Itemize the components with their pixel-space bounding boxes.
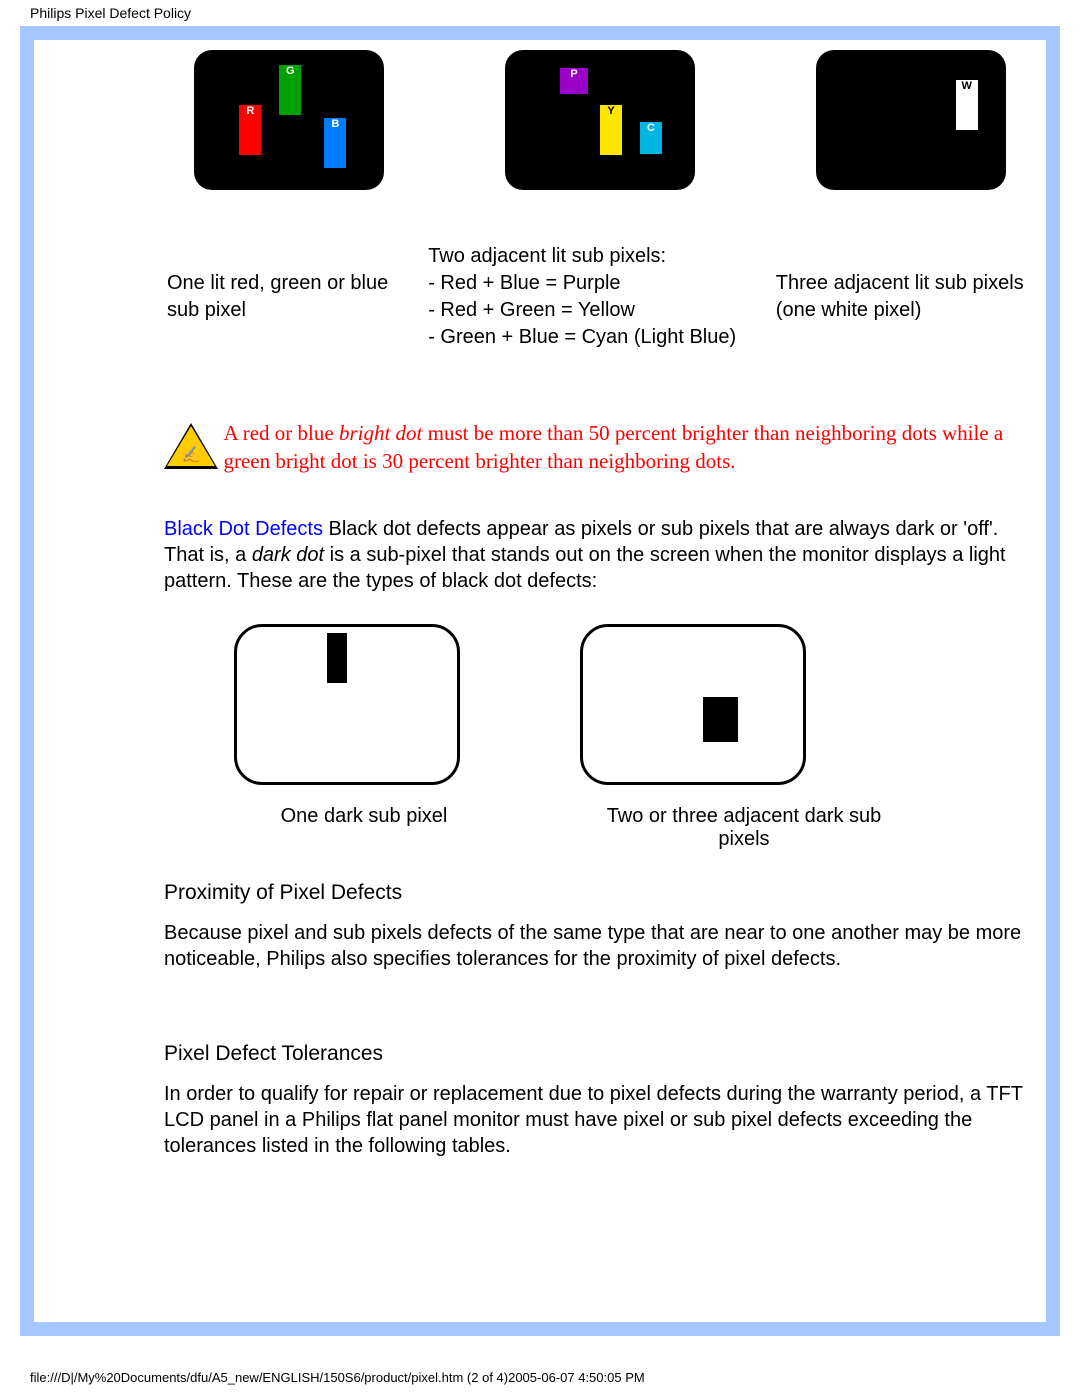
pixel-blue: B (324, 118, 346, 168)
pixel-purple: P (560, 68, 588, 94)
section-tolerances-title: Pixel Defect Tolerances (164, 1042, 1036, 1066)
diagram-white: W (785, 50, 1036, 190)
caption-one-dark: One dark sub pixel (254, 805, 474, 851)
diagram-pyc: P Y C (475, 50, 726, 190)
note-text: A red or blue bright dot must be more th… (223, 419, 1036, 476)
dark-dot-diagrams (234, 624, 1036, 785)
caption-three-adjacent: Three adjacent lit sub pixels (one white… (775, 242, 1034, 352)
caption-two-line2: - Red + Green = Yellow (428, 299, 635, 321)
pixel-cyan: C (640, 122, 662, 154)
warning-icon: ✍ (164, 423, 198, 471)
page-footer: file:///D|/My%20Documents/dfu/A5_new/ENG… (30, 1370, 645, 1385)
note-italic: bright dot (339, 421, 422, 445)
section-proximity-body: Because pixel and sub pixels defects of … (164, 920, 1036, 972)
pixel-green: G (279, 65, 301, 115)
caption-single-subpixel: One lit red, green or blue sub pixel (166, 242, 425, 352)
note-part1: A red or blue (223, 421, 338, 445)
caption-two-adjacent: Two adjacent lit sub pixels: - Red + Blu… (427, 242, 773, 352)
black-dot-italic: dark dot (252, 544, 324, 566)
diagram-one-dark (234, 624, 460, 785)
pixel-yellow: Y (600, 105, 622, 155)
bright-dot-note: ✍ A red or blue bright dot must be more … (164, 419, 1036, 476)
diagram-multi-dark (580, 624, 806, 785)
page-header: Philips Pixel Defect Policy (0, 0, 1080, 26)
section-proximity-title: Proximity of Pixel Defects (164, 881, 1036, 905)
black-dot-lead: Black Dot Defects (164, 518, 323, 540)
content-area: R G B P Y C W One lit red, gr (34, 40, 1046, 1322)
content-frame: R G B P Y C W One lit red, gr (20, 26, 1060, 1336)
caption-two-line3: - Green + Blue = Cyan (Light Blue) (428, 326, 736, 348)
pixel-red: R (239, 105, 261, 155)
bright-dot-diagrams: R G B P Y C W (164, 50, 1036, 190)
caption-multi-dark: Two or three adjacent dark sub pixels (584, 805, 904, 851)
caption-two-title: Two adjacent lit sub pixels: (428, 245, 666, 267)
pixel-white: W (956, 80, 978, 130)
diagram-rgb: R G B (164, 50, 415, 190)
bright-dot-captions: One lit red, green or blue sub pixel Two… (164, 240, 1036, 354)
section-tolerances-body: In order to qualify for repair or replac… (164, 1081, 1036, 1159)
dark-dot-captions: One dark sub pixel Two or three adjacent… (254, 805, 1036, 851)
black-dot-paragraph: Black Dot Defects Black dot defects appe… (164, 516, 1036, 594)
caption-two-line1: - Red + Blue = Purple (428, 272, 620, 294)
